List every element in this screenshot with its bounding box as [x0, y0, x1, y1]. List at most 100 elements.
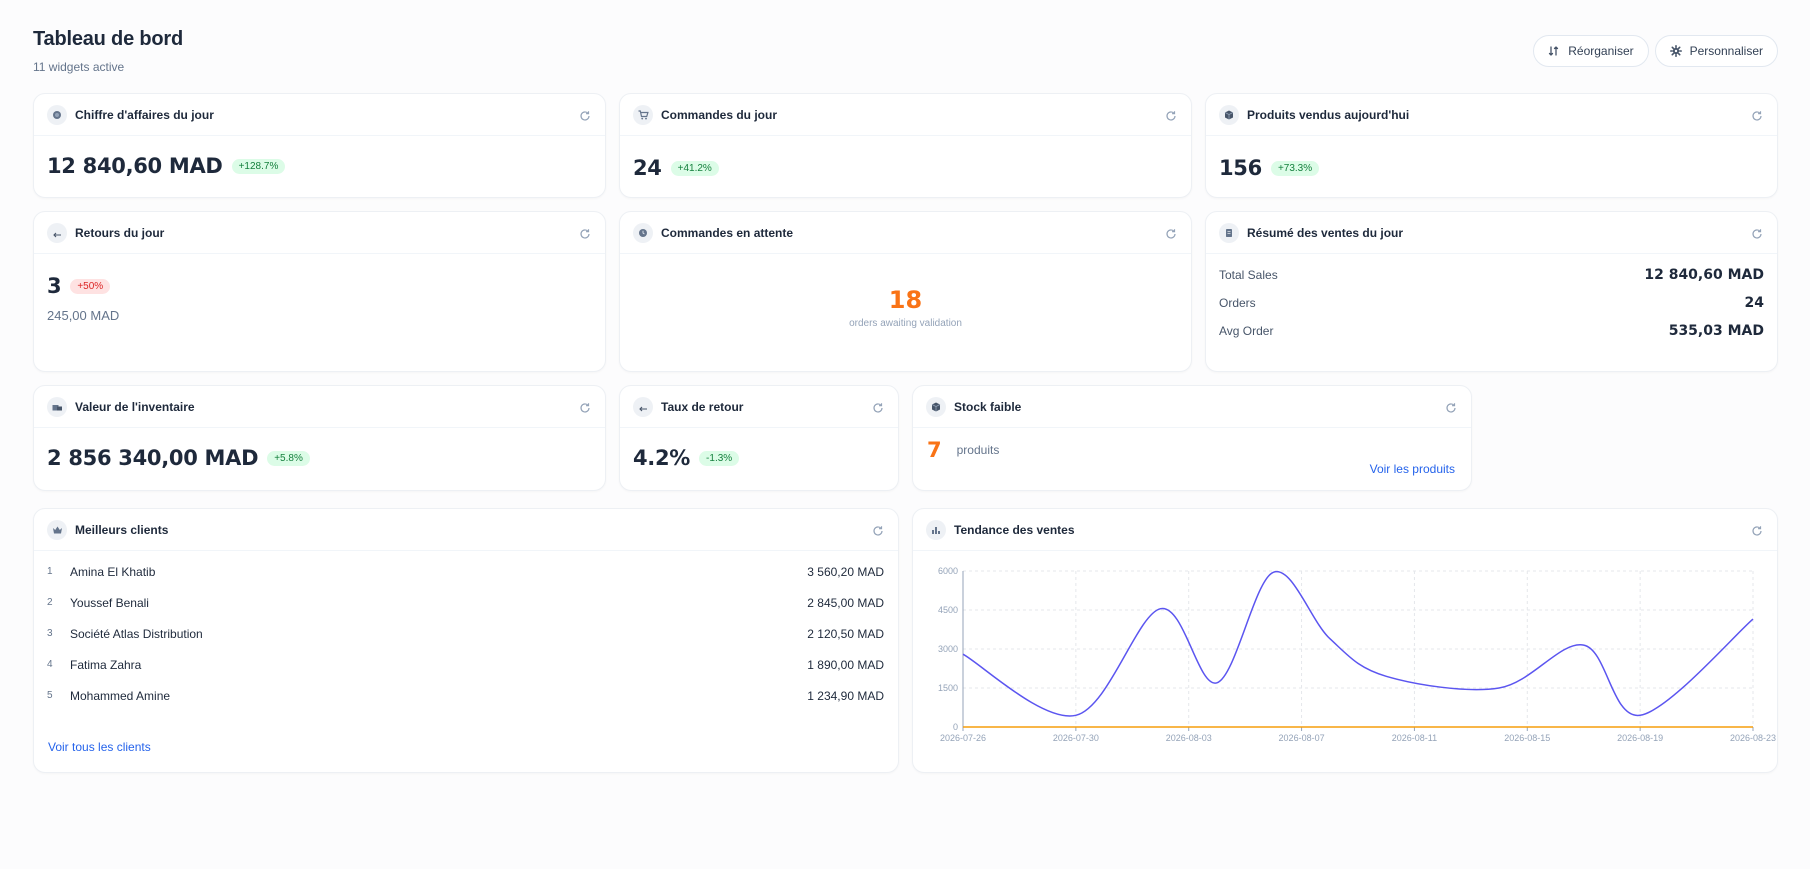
widget-inventory-value: Valeur de l'inventaire 2 856 340,00 MAD …: [33, 385, 606, 491]
client-rank: 3: [47, 628, 53, 639]
widget-top-clients: Meilleurs clients 1 Amina El Khatib 3 56…: [33, 508, 899, 773]
widget-return-rate: Taux de retour 4.2% -1.3%: [619, 385, 899, 491]
x-tick-label: 2026-08-19: [1617, 733, 1663, 743]
x-tick-label: 2026-07-30: [1053, 733, 1099, 743]
widget-header: Valeur de l'inventaire: [34, 386, 605, 428]
widget-header: Résumé des ventes du jour: [1206, 212, 1777, 254]
refresh-icon[interactable]: [579, 401, 591, 413]
change-badge: +41.2%: [670, 160, 719, 176]
bar-chart-icon: [926, 519, 946, 540]
x-tick-label: 2026-07-26: [940, 733, 986, 743]
client-amount: 2 845,00 MAD: [807, 595, 884, 610]
page-subtitle: 11 widgets active: [33, 60, 125, 74]
list-item[interactable]: 1 Amina El Khatib 3 560,20 MAD: [34, 556, 898, 587]
widget-returns: Retours du jour 3 +50% 245,00 MAD: [33, 211, 606, 372]
widget-title: Produits vendus aujourd'hui: [1247, 107, 1410, 122]
list-item[interactable]: 3 Société Atlas Distribution 2 120,50 MA…: [34, 618, 898, 649]
summary-label: Orders: [1219, 296, 1256, 310]
widget-title: Chiffre d'affaires du jour: [75, 107, 214, 122]
widget-products-sold: Produits vendus aujourd'hui 156 +73.3%: [1205, 93, 1778, 198]
client-amount: 1 890,00 MAD: [807, 657, 884, 672]
orders-value: 24: [633, 156, 662, 180]
refresh-icon[interactable]: [1165, 109, 1177, 121]
low-stock-unit: produits: [956, 443, 1000, 457]
change-badge: -1.3%: [699, 450, 740, 466]
widget-header: Meilleurs clients: [34, 509, 898, 551]
refresh-icon[interactable]: [579, 227, 591, 239]
widget-title: Stock faible: [954, 399, 1022, 414]
summary-value: 12 840,60 MAD: [1644, 267, 1764, 283]
series-line-sales: [962, 571, 1754, 717]
client-rank: 4: [47, 659, 53, 670]
client-name: Amina El Khatib: [70, 564, 156, 579]
summary-row: Total Sales 12 840,60 MAD: [1206, 261, 1777, 289]
client-rank: 5: [47, 690, 53, 701]
reorder-icon: [1548, 45, 1560, 57]
x-tick-label: 2026-08-15: [1504, 733, 1550, 743]
client-amount: 1 234,90 MAD: [807, 688, 884, 703]
view-clients-link[interactable]: Voir tous les clients: [48, 740, 151, 754]
summary-label: Total Sales: [1219, 268, 1278, 282]
refresh-icon[interactable]: [1165, 227, 1177, 239]
gear-icon: [1669, 45, 1682, 57]
widget-pending-orders: Commandes en attente 18 orders awaiting …: [619, 211, 1192, 372]
widget-header: Commandes en attente: [620, 212, 1191, 254]
returns-amount: 245,00 MAD: [47, 308, 120, 323]
client-amount: 2 120,50 MAD: [807, 626, 884, 641]
x-tick-label: 2026-08-03: [1166, 733, 1212, 743]
widget-header: Stock faible: [913, 386, 1471, 428]
client-name: Fatima Zahra: [70, 657, 142, 672]
change-badge: +73.3%: [1270, 160, 1320, 176]
refresh-icon[interactable]: [1751, 524, 1763, 536]
y-tick-label: 3000: [938, 644, 958, 654]
summary-value: 535,03 MAD: [1668, 323, 1764, 339]
client-name: Youssef Benali: [70, 595, 149, 610]
revenue-value: 12 840,60 MAD: [47, 154, 223, 178]
widget-header: Retours du jour: [34, 212, 605, 254]
summary-value: 24: [1744, 295, 1764, 311]
list-item[interactable]: 2 Youssef Benali 2 845,00 MAD: [34, 587, 898, 618]
list-item[interactable]: 4 Fatima Zahra 1 890,00 MAD: [34, 649, 898, 680]
reorganize-button[interactable]: Réorganiser: [1533, 35, 1649, 67]
list-item[interactable]: 5 Mohammed Amine 1 234,90 MAD: [34, 680, 898, 711]
refresh-icon[interactable]: [579, 109, 591, 121]
boxes-icon: [47, 396, 67, 417]
inventory-value: 2 856 340,00 MAD: [47, 446, 259, 470]
widget-title: Valeur de l'inventaire: [75, 399, 195, 414]
customize-button[interactable]: Personnaliser: [1654, 35, 1778, 67]
change-badge: +50%: [70, 278, 111, 294]
widget-title: Taux de retour: [661, 399, 744, 414]
refresh-icon[interactable]: [1751, 109, 1763, 121]
client-name: Mohammed Amine: [70, 688, 171, 703]
widget-revenue: Chiffre d'affaires du jour 12 840,60 MAD…: [33, 93, 606, 198]
products-sold-value: 156: [1219, 156, 1262, 180]
reorganize-label: Réorganiser: [1568, 44, 1634, 58]
receipt-icon: [1219, 222, 1239, 243]
refresh-icon[interactable]: [1445, 401, 1457, 413]
widget-low-stock: Stock faible 7 produits Voir les produit…: [912, 385, 1472, 491]
client-rank: 2: [47, 597, 53, 608]
box-icon: [926, 396, 946, 417]
widget-title: Retours du jour: [75, 225, 165, 240]
return-arrow-icon: [633, 396, 653, 417]
refresh-icon[interactable]: [872, 524, 884, 536]
refresh-icon[interactable]: [1751, 227, 1763, 239]
widget-header: Taux de retour: [620, 386, 898, 428]
widget-title: Tendance des ventes: [954, 522, 1075, 537]
money-icon: [47, 104, 67, 125]
summary-label: Avg Order: [1219, 324, 1274, 338]
change-badge: +5.8%: [267, 450, 310, 466]
widget-title: Commandes du jour: [661, 107, 778, 122]
crown-icon: [47, 519, 67, 540]
client-rank: 1: [47, 566, 53, 577]
widget-header: Chiffre d'affaires du jour: [34, 94, 605, 136]
summary-list: Total Sales 12 840,60 MAD Orders 24 Avg …: [1206, 261, 1777, 345]
view-products-link[interactable]: Voir les produits: [1369, 462, 1455, 476]
widget-title: Commandes en attente: [661, 225, 794, 240]
box-icon: [1219, 104, 1239, 125]
customize-label: Personnaliser: [1689, 44, 1763, 58]
refresh-icon[interactable]: [872, 401, 884, 413]
widget-sales-trend: Tendance des ventes 0 1500 3000 4500 6000 202…: [912, 508, 1778, 773]
return-rate-value: 4.2%: [633, 446, 691, 470]
widget-header: Produits vendus aujourd'hui: [1206, 94, 1777, 136]
